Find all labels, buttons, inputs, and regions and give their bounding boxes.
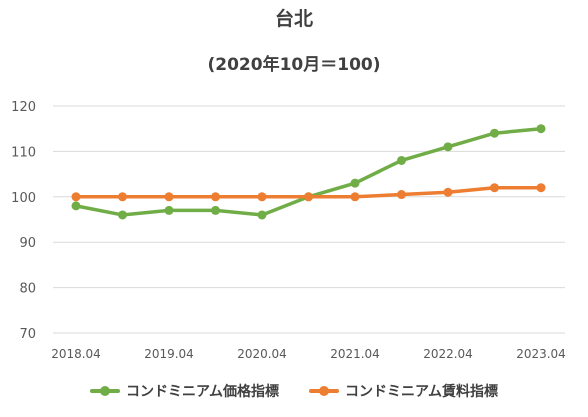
data-point[interactable] — [118, 210, 127, 220]
data-point[interactable] — [443, 142, 453, 152]
y-tick-label: 90 — [19, 236, 36, 251]
series-lines — [71, 124, 546, 220]
x-tick-label: 2019.04 — [144, 347, 194, 361]
data-point[interactable] — [164, 192, 174, 202]
data-point[interactable] — [71, 192, 81, 202]
data-point[interactable] — [490, 128, 499, 138]
data-point[interactable] — [350, 192, 360, 202]
data-point[interactable] — [257, 192, 267, 202]
legend-marker-price — [89, 384, 120, 398]
data-point[interactable] — [71, 201, 81, 211]
legend-label-rent: コンドミニアム賃料指標 — [345, 384, 499, 400]
data-point[interactable] — [211, 192, 220, 202]
chart-subtitle: (2020年10月＝100) — [207, 55, 381, 75]
series-line-0 — [74, 126, 543, 217]
legend-marker-rent — [309, 384, 339, 398]
legend-item-price[interactable]: コンドミニアム価格指標 — [89, 381, 279, 401]
data-point[interactable] — [397, 155, 406, 165]
data-point[interactable] — [257, 210, 267, 220]
data-point[interactable] — [304, 192, 313, 202]
x-axis-tick-labels: 2018.04 2019.04 2020.04 2021.04 2022.04 2023.… — [51, 347, 566, 361]
y-tick-label: 80 — [19, 282, 36, 297]
data-point[interactable] — [211, 205, 220, 215]
y-tick-label: 110 — [11, 145, 36, 160]
y-axis-tick-labels: 70 80 90 100 110 120 — [11, 100, 36, 342]
data-point[interactable] — [350, 178, 360, 188]
y-tick-label: 120 — [11, 100, 36, 115]
data-point[interactable] — [164, 205, 174, 215]
data-point[interactable] — [536, 183, 546, 193]
y-tick-label: 100 — [11, 191, 36, 206]
data-point[interactable] — [490, 183, 499, 193]
legend: コンドミニアム価格指標 コンドミニアム賃料指標 — [0, 381, 588, 401]
grid-lines — [53, 105, 565, 334]
x-tick-label: 2023.04 — [516, 347, 566, 361]
x-tick-label: 2020.04 — [237, 347, 287, 361]
data-point[interactable] — [397, 190, 406, 200]
data-point[interactable] — [536, 124, 546, 134]
chart-title: 台北 — [274, 8, 313, 30]
legend-label-price: コンドミニアム価格指標 — [125, 384, 279, 400]
x-tick-label: 2018.04 — [51, 347, 101, 361]
data-point[interactable] — [443, 187, 453, 197]
y-tick-label: 70 — [19, 327, 36, 342]
x-tick-label: 2021.04 — [330, 347, 380, 361]
data-point[interactable] — [118, 192, 127, 202]
x-tick-label: 2022.04 — [423, 347, 473, 361]
legend-item-rent[interactable]: コンドミニアム賃料指標 — [309, 381, 498, 401]
